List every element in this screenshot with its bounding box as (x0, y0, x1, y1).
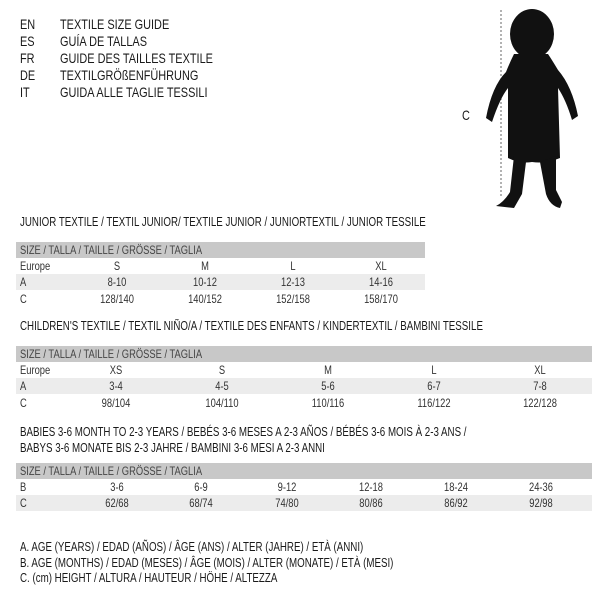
row-shade (16, 274, 425, 291)
table-cell: 3-4 (109, 379, 123, 394)
children-title: CHILDREN'S TEXTILE / TEXTIL NIÑO/A / TEX… (20, 319, 483, 333)
table-cell: 80/86 (359, 496, 383, 511)
table-cell: 6-7 (427, 379, 441, 394)
table-cell: 158/170 (364, 291, 398, 306)
table-cell: M (201, 259, 209, 273)
size-header: SIZE / TALLA / TAILLE / GRÖSSE / TAGLIA (20, 347, 203, 361)
language-title: GUIDE DES TAILLES TEXTILE (60, 50, 213, 66)
row-label: B (20, 480, 27, 494)
table-cell: 12-18 (359, 480, 383, 494)
row-label: A (20, 275, 27, 290)
table-cell: 74/80 (275, 496, 299, 511)
table-cell: S (113, 259, 121, 273)
table-cell: XL (534, 363, 546, 377)
table-cell: 8-10 (107, 275, 127, 290)
language-title: GUIDA ALLE TAGLIE TESSILI (60, 84, 208, 100)
table-cell: 10-12 (193, 275, 217, 290)
table-cell: 6-9 (194, 480, 208, 494)
table-cell: 5-6 (321, 379, 335, 394)
row-label: Europe (20, 363, 51, 377)
table-cell: 98/104 (101, 395, 131, 410)
table-cell: L (431, 363, 437, 377)
table-cell: 4-5 (215, 379, 229, 394)
language-title: TEXTILGRÖßENFÜHRUNG (60, 67, 199, 83)
table-cell: XS (109, 363, 123, 377)
row-shade (16, 495, 592, 512)
height-label: C (462, 107, 470, 123)
language-code: FR (20, 50, 35, 66)
table-cell: 122/128 (523, 395, 557, 410)
row-label: A (20, 379, 27, 394)
table-cell: 7-8 (533, 379, 547, 394)
table-cell: 12-13 (281, 275, 305, 290)
language-code: EN (20, 16, 36, 32)
table-cell: 116/122 (417, 395, 451, 410)
table-cell: XL (375, 259, 387, 273)
table-cell: 62/68 (105, 496, 129, 511)
size-header-bar (16, 346, 592, 362)
table-cell: 68/74 (189, 496, 213, 511)
table-cell: 14-16 (369, 275, 393, 290)
language-title: GUÍA DE TALLAS (60, 33, 147, 49)
junior-title: JUNIOR TEXTILE / TEXTIL JUNIOR/ TEXTILE … (20, 215, 426, 229)
language-code: IT (20, 84, 30, 100)
language-title: TEXTILE SIZE GUIDE (60, 16, 170, 32)
row-label: C (20, 291, 27, 306)
table-cell: 104/110 (205, 395, 239, 410)
legend-b: B. AGE (MONTHS) / EDAD (MESES) / ÂGE (MO… (20, 556, 394, 570)
row-shade (16, 378, 592, 395)
row-label: Europe (20, 259, 51, 273)
language-code: DE (20, 67, 36, 83)
table-cell: 110/116 (311, 395, 345, 410)
babies-title-line1: BABIES 3-6 MONTH TO 2-3 YEARS / BEBÉS 3-… (20, 425, 467, 439)
language-code: ES (20, 33, 35, 49)
row-label: C (20, 496, 27, 511)
table-cell: 18-24 (444, 480, 468, 494)
legend-c: C. (cm) HEIGHT / ALTURA / HAUTEUR / HÖHE… (20, 571, 278, 585)
child-silhouette (486, 9, 578, 208)
babies-title-line2: BABYS 3-6 MONATE BIS 2-3 JAHRE / BAMBINI… (20, 441, 325, 455)
table-cell: 152/158 (276, 291, 310, 306)
table-cell: M (324, 363, 332, 377)
table-cell: 3-6 (110, 480, 124, 494)
legend-a: A. AGE (YEARS) / EDAD (AÑOS) / ÂGE (ANS)… (20, 540, 364, 554)
table-cell: 92/98 (529, 496, 553, 511)
size-header: SIZE / TALLA / TAILLE / GRÖSSE / TAGLIA (20, 464, 203, 478)
table-cell: 128/140 (100, 291, 134, 306)
table-cell: 9-12 (277, 480, 297, 494)
table-cell: 140/152 (188, 291, 222, 306)
size-header-bar (16, 242, 425, 258)
size-header: SIZE / TALLA / TAILLE / GRÖSSE / TAGLIA (20, 243, 203, 257)
table-cell: L (290, 259, 296, 273)
row-label: C (20, 395, 27, 410)
table-cell: 86/92 (444, 496, 468, 511)
table-cell: 24-36 (529, 480, 553, 494)
table-cell: S (218, 363, 226, 377)
size-header-bar (16, 463, 592, 479)
